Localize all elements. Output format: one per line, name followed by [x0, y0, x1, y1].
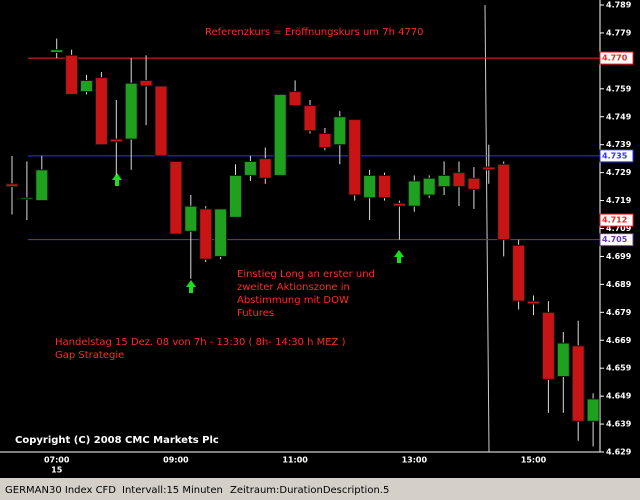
- level-box: [599, 233, 634, 247]
- candle-body: [452, 172, 466, 188]
- candle-body: [169, 160, 183, 235]
- candle-body: [586, 398, 600, 422]
- candle-body: [35, 169, 49, 202]
- candle-body: [571, 345, 585, 422]
- y-tick-label: 4.639: [606, 420, 632, 429]
- candle-body: [109, 138, 123, 143]
- y-tick-label: 4.779: [606, 28, 632, 37]
- candle-body: [348, 119, 362, 196]
- candle-body: [273, 93, 287, 176]
- candle-body: [243, 160, 257, 176]
- candle-body: [139, 79, 153, 87]
- annotation: zweiter Aktionszone in: [237, 282, 350, 293]
- candle-body: [512, 244, 526, 302]
- level-box: [599, 149, 634, 163]
- candle-body: [556, 342, 570, 378]
- candle-body: [392, 202, 406, 207]
- candle-body: [527, 300, 540, 305]
- x-tick-label: 11:00: [282, 456, 308, 465]
- candle-body: [482, 166, 496, 171]
- arrow: [186, 280, 196, 293]
- y-tick-label: 4.729: [606, 168, 632, 177]
- level-label: 4.770: [602, 54, 628, 63]
- x-tick-label: 09:00: [163, 456, 189, 465]
- candle-body: [497, 163, 511, 241]
- x-tick-label: 07:00: [44, 456, 70, 465]
- candle-body: [467, 177, 481, 190]
- candle-body: [124, 82, 138, 140]
- y-tick-label: 4.679: [606, 308, 632, 317]
- y-tick-label: 4.699: [606, 252, 632, 261]
- candle-body: [229, 174, 242, 218]
- y-tick-label: 4.749: [606, 112, 632, 121]
- status-bar: [0, 478, 640, 500]
- candle-body: [184, 205, 198, 232]
- status-text: Intervall:15 Minuten: [122, 485, 223, 496]
- candle-body: [541, 311, 555, 380]
- annotation: Referenzkurs = Eröffnungskurs um 7h 4770: [205, 27, 424, 38]
- x-tick-label: 13:00: [402, 456, 428, 465]
- y-tick-label: 4.709: [606, 224, 632, 233]
- y-tick-label: 4.689: [606, 280, 632, 289]
- candle-body: [333, 116, 347, 146]
- annotation: Futures: [237, 308, 274, 319]
- y-tick-label: 4.719: [606, 196, 632, 205]
- price-marker-label: 4.712: [602, 216, 627, 225]
- level-label: 4.735: [602, 151, 628, 160]
- candle-body: [407, 180, 421, 207]
- y-tick-label: 4.739: [606, 140, 632, 149]
- candle-body: [199, 208, 213, 260]
- candle-body: [303, 105, 317, 132]
- annotation: Handelstag 15 Dez. 08 von 7h - 13:30 ( 8…: [55, 337, 346, 348]
- status-text: GERMAN30 Index CFD: [5, 485, 116, 496]
- candle-body: [258, 158, 272, 179]
- candle-body: [50, 49, 64, 53]
- candle-body: [363, 174, 377, 199]
- y-tick-label: 4.659: [606, 364, 632, 373]
- level-label: 4.705: [602, 235, 628, 244]
- candle-body: [20, 197, 34, 200]
- y-tick-label: 4.669: [606, 336, 632, 345]
- annotation: Einstieg Long an erster und: [237, 269, 375, 280]
- spike-line: [484, 4, 490, 453]
- annotation: Abstimmung mit DOW: [237, 295, 349, 306]
- level-box: [599, 51, 634, 65]
- arrow: [112, 173, 122, 186]
- candle-body: [214, 208, 228, 257]
- price-marker-box: [599, 213, 634, 227]
- candle-body: [80, 79, 93, 93]
- candle-body: [65, 54, 79, 95]
- signal-arrows: [112, 173, 404, 293]
- candle-body: [154, 85, 168, 157]
- candle-body: [94, 77, 108, 146]
- y-tick-label: 4.629: [606, 448, 632, 457]
- candle-body: [318, 133, 332, 148]
- candle-body: [378, 174, 391, 199]
- status-text: Zeitraum:DurationDescription.5: [230, 485, 389, 496]
- candle-body: [422, 177, 436, 196]
- date-label: 15: [51, 466, 63, 475]
- y-tick-label: 4.649: [606, 392, 632, 401]
- candle-body: [5, 183, 19, 188]
- candle-body: [288, 91, 302, 107]
- x-tick-label: 15:00: [521, 456, 547, 465]
- copyright: Copyright (C) 2008 CMC Markets Plc: [15, 435, 219, 446]
- annotation: Gap Strategie: [55, 350, 124, 361]
- candle-body: [437, 174, 451, 188]
- arrow: [394, 250, 404, 263]
- y-tick-label: 4.759: [606, 84, 632, 93]
- y-tick-label: 4.789: [606, 1, 632, 10]
